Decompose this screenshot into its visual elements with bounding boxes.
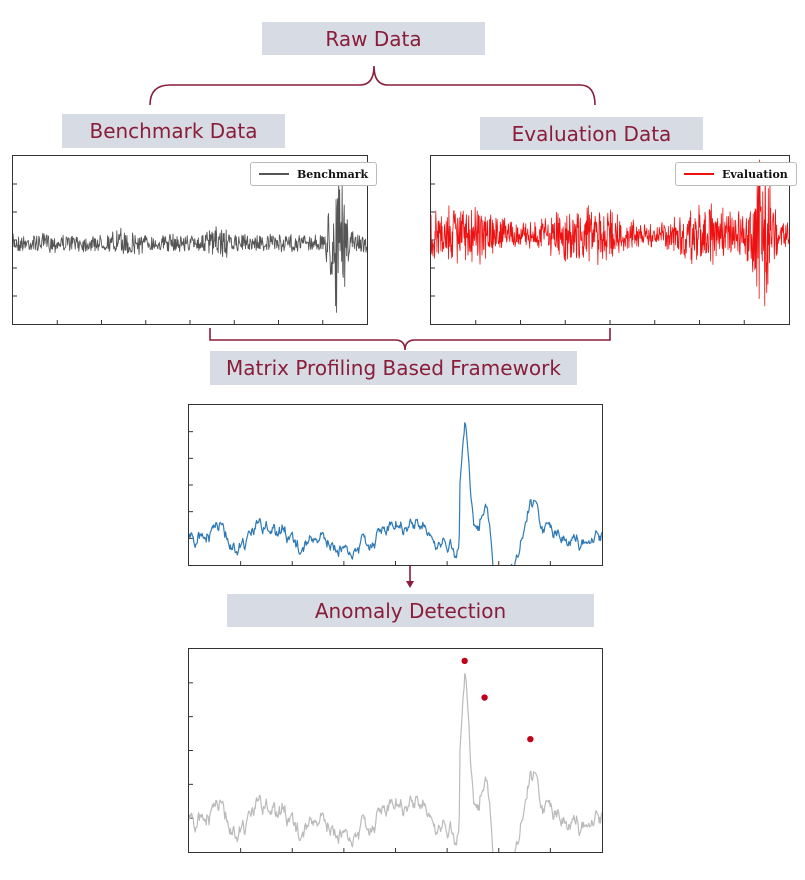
raw-data-brace: [149, 65, 596, 106]
benchmark-plot: Benchmark: [12, 155, 378, 325]
benchmark-data-label: Benchmark Data: [62, 114, 285, 148]
benchmark-legend-text: Benchmark: [297, 167, 369, 181]
framework-bracket: [209, 328, 611, 351]
anomaly-detection-label: Anomaly Detection: [227, 594, 594, 627]
evaluation-legend: Evaluation: [675, 162, 797, 186]
anomaly-plot: [188, 648, 603, 853]
axis-ticks: [431, 183, 745, 324]
matrix-profile-line: [189, 422, 602, 565]
benchmark-legend-line: [259, 173, 289, 175]
anomaly-marker-2: [481, 694, 488, 701]
down-arrow-head: [406, 581, 414, 588]
raw-data-label: Raw Data: [262, 22, 485, 55]
benchmark-legend: Benchmark: [250, 162, 378, 186]
framework-label: Matrix Profiling Based Framework: [210, 351, 577, 385]
matrix-profile-plot: [188, 404, 603, 566]
evaluation-plot: Evaluation: [430, 155, 797, 325]
anomaly-marker-3: [527, 735, 534, 743]
evaluation-data-label: Evaluation Data: [480, 117, 703, 150]
axis-ticks: [13, 183, 324, 324]
benchmark-signal: [13, 172, 367, 313]
evaluation-legend-text: Evaluation: [722, 167, 788, 181]
evaluation-legend-line: [684, 173, 714, 175]
anomaly-profile-line: [189, 673, 602, 852]
anomaly-marker-1: [461, 657, 468, 665]
evaluation-signal: [431, 159, 789, 307]
axis-ticks: [189, 431, 551, 565]
